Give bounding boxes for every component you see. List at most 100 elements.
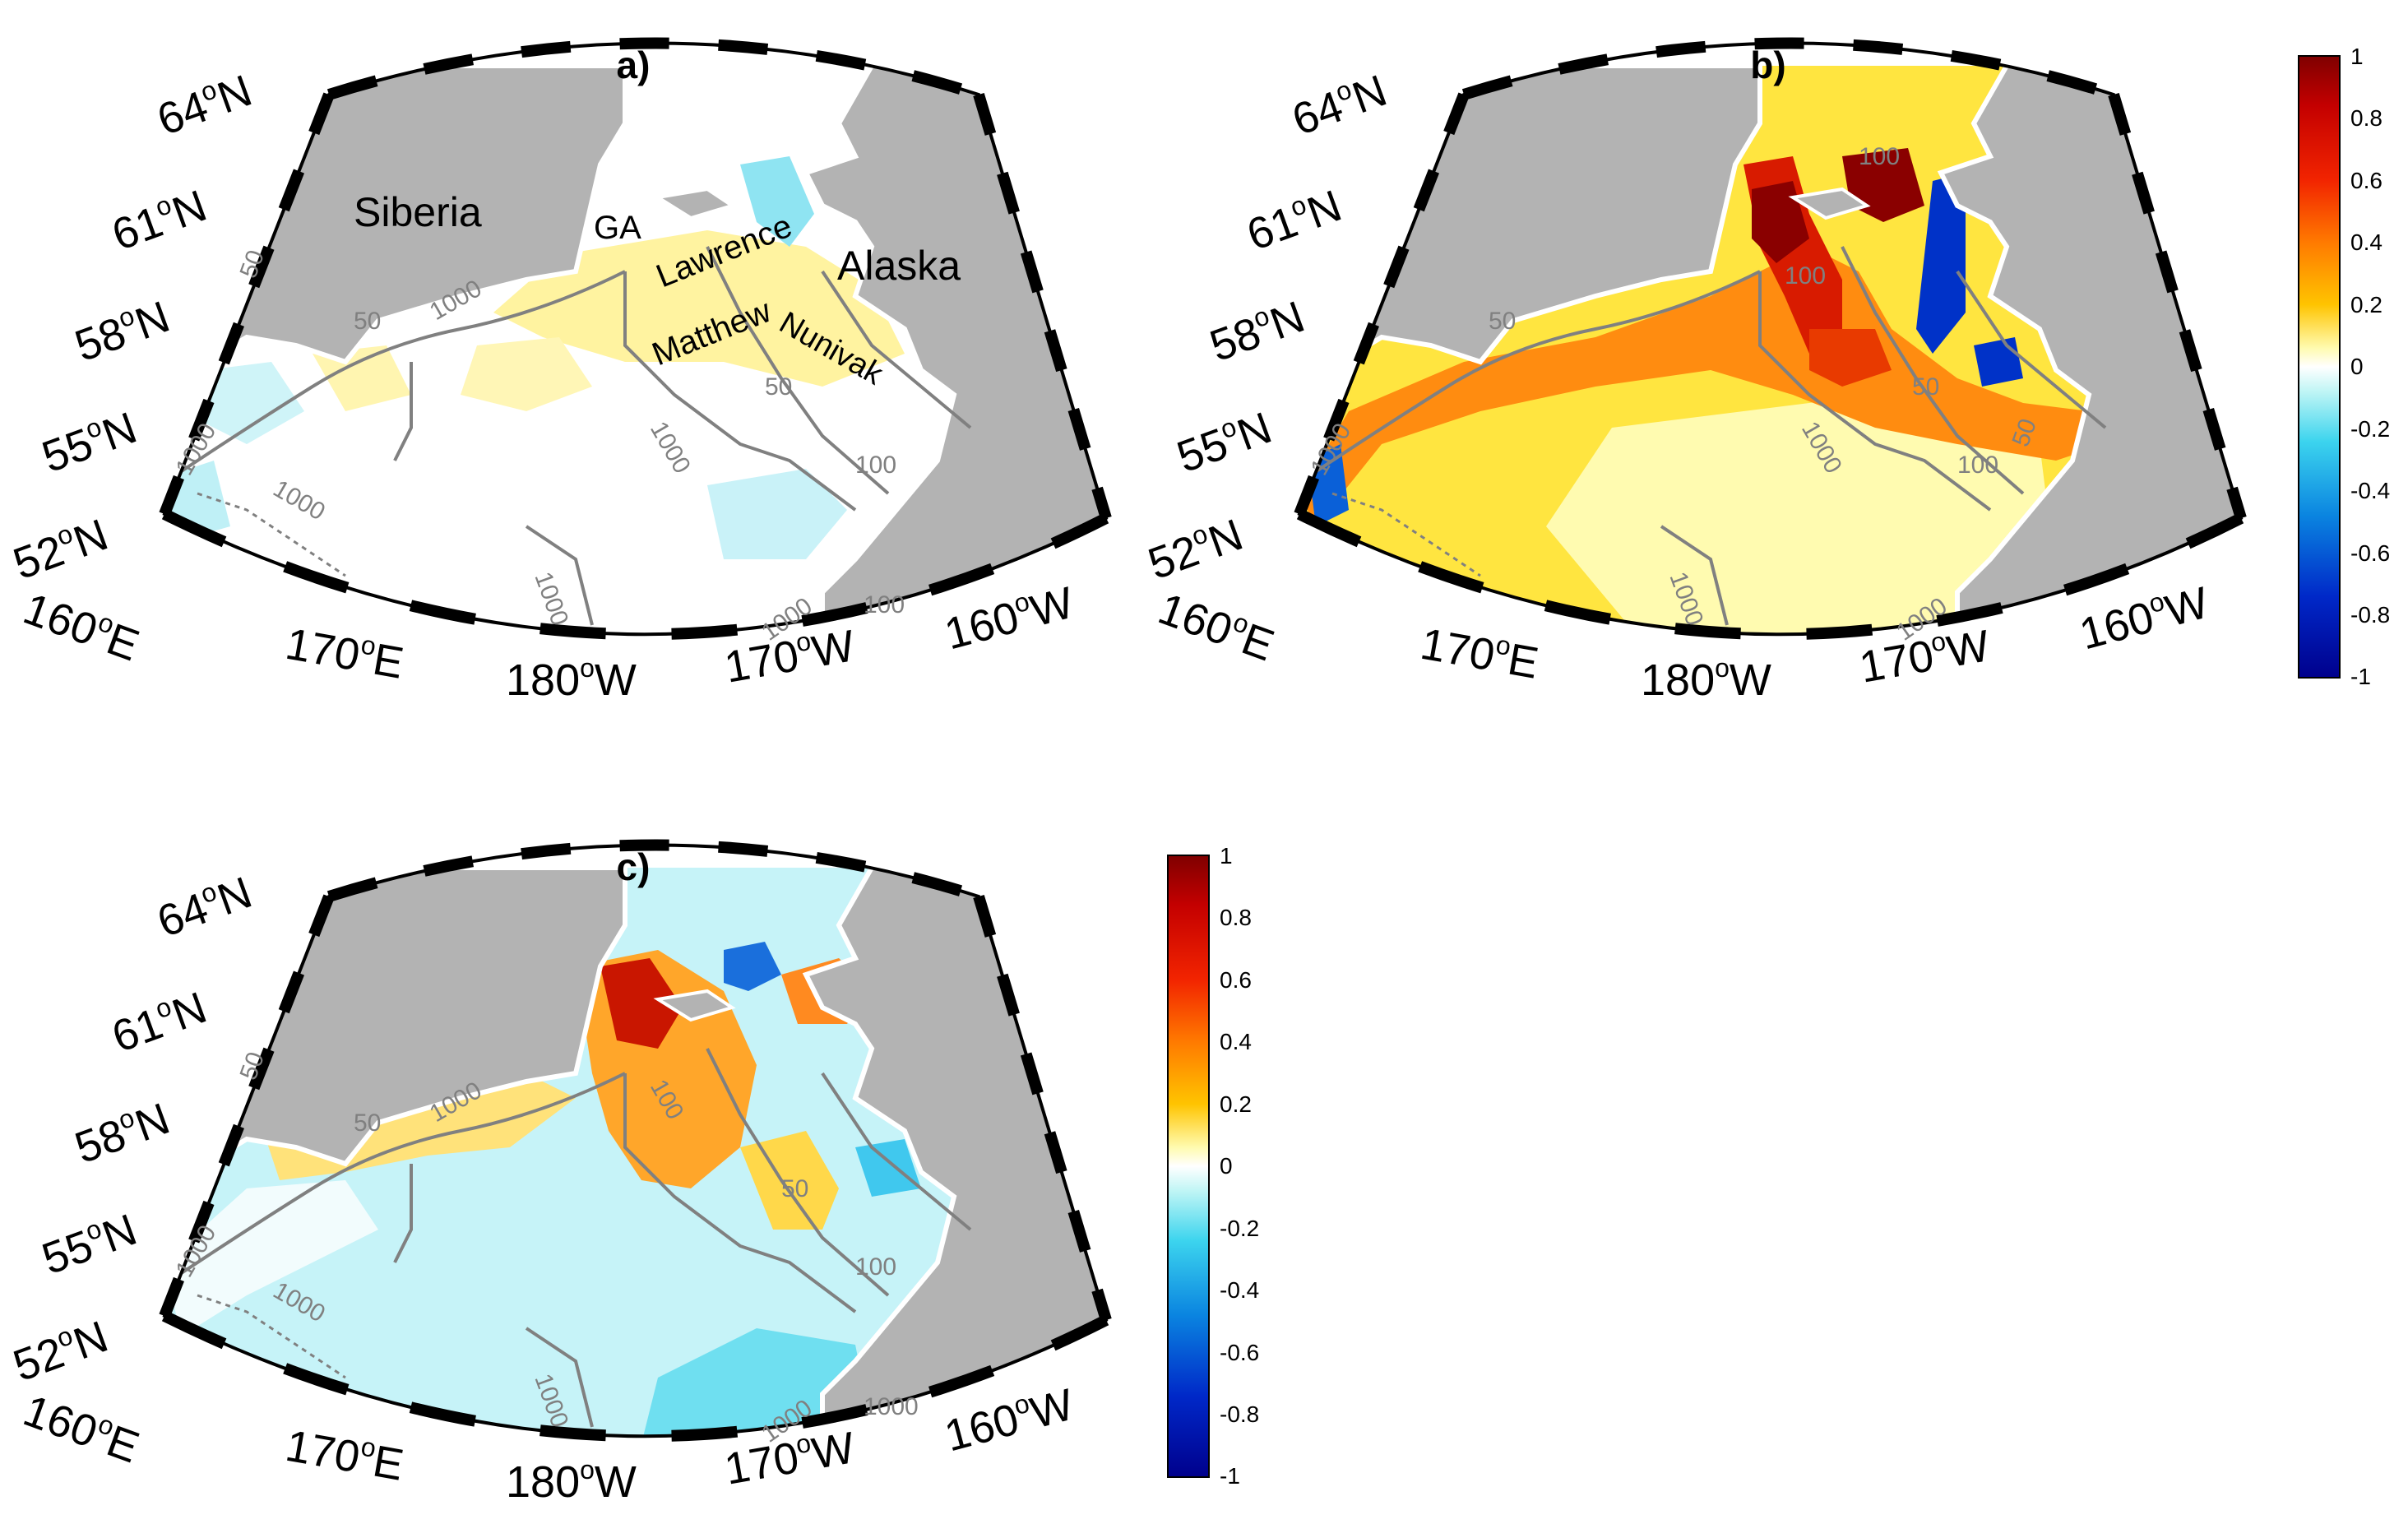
panel-title: a) bbox=[617, 44, 651, 86]
island-lawrence bbox=[653, 187, 736, 220]
map-frame-tick-band bbox=[326, 839, 981, 902]
lat-label-64: 64oN bbox=[151, 868, 258, 947]
colorbar-tick-label: -0.2 bbox=[1220, 1216, 1259, 1241]
lon-label-170w: 170oW bbox=[720, 618, 859, 693]
anomaly-yellow-region bbox=[313, 345, 411, 411]
svg-text:180oW: 180oW bbox=[506, 1455, 637, 1507]
contour-label: 50 bbox=[354, 308, 381, 335]
isobath-contour bbox=[393, 1164, 413, 1263]
place-label-alaska: Alaska bbox=[837, 243, 961, 289]
svg-text:61oN: 61oN bbox=[1240, 178, 1348, 260]
isobath-contour bbox=[525, 525, 594, 626]
colorbar-tick-label: 0.8 bbox=[1220, 905, 1252, 930]
lat-label-58: 58oN bbox=[1203, 290, 1311, 371]
svg-text:170oW: 170oW bbox=[720, 618, 858, 693]
colorbar-tick-label: -1 bbox=[1220, 1463, 1240, 1489]
colorbar-ticks: 1 0.8 0.6 0.4 0.2 0 -0.2 -0.4 -0.6 -0.8 … bbox=[1220, 843, 1259, 1489]
colorbar-tick-label: -0.4 bbox=[2350, 478, 2390, 503]
svg-text:61oN: 61oN bbox=[105, 980, 213, 1062]
svg-text:160oE: 160oE bbox=[17, 1383, 146, 1472]
colorbar-tick-label: -0.8 bbox=[1220, 1401, 1259, 1427]
anomaly-yellow-region bbox=[493, 230, 905, 387]
isobath-contour bbox=[706, 246, 890, 495]
svg-text:170oE: 170oE bbox=[1417, 617, 1543, 688]
colorbar-bottom: 1 0.8 0.6 0.4 0.2 0 -0.2 -0.4 -0.6 -0.8 … bbox=[1167, 843, 1259, 1489]
isobath-contour bbox=[197, 1294, 346, 1379]
lon-label-180w: 180oW bbox=[1641, 653, 1771, 705]
lon-label-160e: 160oE bbox=[17, 1383, 146, 1473]
map-frame-tick-band bbox=[973, 894, 1112, 1322]
svg-text:58oN: 58oN bbox=[68, 1091, 176, 1173]
anomaly-blue-coast bbox=[1916, 173, 1966, 354]
colorbar-gradient bbox=[1167, 855, 1210, 1478]
anomaly-cyan-region bbox=[855, 1139, 921, 1197]
lat-label-55: 55oN bbox=[36, 1205, 143, 1284]
map-panel-a: a) Siberia GA Lawrence Matthew Nunivak A… bbox=[7, 37, 1112, 705]
svg-text:160oE: 160oE bbox=[1152, 581, 1281, 670]
lat-label-64: 64oN bbox=[150, 63, 258, 145]
svg-text:160oW: 160oW bbox=[2074, 576, 2214, 660]
isobath-contour bbox=[1841, 246, 2025, 495]
isobath-contour bbox=[623, 1073, 857, 1313]
colorbar-tick-label: 0 bbox=[1220, 1153, 1233, 1179]
lat-label-61: 61oN bbox=[105, 980, 213, 1062]
svg-text:160oW: 160oW bbox=[939, 1378, 1079, 1461]
anomaly-red-core bbox=[1809, 329, 1892, 387]
isobath-contour bbox=[623, 271, 857, 512]
lon-label-180w: 180oW bbox=[506, 1455, 637, 1507]
colorbar-tick-label: -0.6 bbox=[2350, 540, 2390, 566]
place-label-ga: GA bbox=[594, 210, 641, 246]
anomaly-yellow-region bbox=[461, 337, 592, 411]
map-panel-c: c) 50 50 1000 1000 100 1000 50 100 1000 … bbox=[7, 839, 1112, 1507]
lat-label-61: 61oN bbox=[1240, 178, 1348, 260]
anomaly-blue-core bbox=[724, 942, 781, 991]
lat-label-64: 64oN bbox=[1285, 63, 1393, 145]
svg-text:170oE: 170oE bbox=[282, 1419, 408, 1490]
contour-label: 50 bbox=[354, 1109, 381, 1137]
colorbar-tick-label: 0.2 bbox=[2350, 292, 2383, 317]
lat-label-52: 52oN bbox=[7, 1309, 114, 1391]
colorbar-tick-label: -1 bbox=[2350, 664, 2371, 689]
svg-text:64oN: 64oN bbox=[150, 63, 258, 145]
map-frame-tick-band bbox=[161, 1310, 1109, 1443]
map-frame-tick-band bbox=[1296, 508, 2244, 641]
map-frame-tick-band bbox=[326, 37, 981, 100]
contour-label: 100 bbox=[1785, 262, 1826, 290]
longitude-labels: 160oE 170oE 180oW 170oW 160oW bbox=[1152, 576, 2214, 705]
colorbar-tick-label: 0.2 bbox=[1220, 1091, 1252, 1117]
lon-label-170e: 170oE bbox=[1417, 617, 1543, 688]
svg-text:58oN: 58oN bbox=[1203, 290, 1311, 371]
colorbar-tick-label: 0 bbox=[2350, 354, 2364, 379]
contour-label: 50 bbox=[1912, 373, 1939, 401]
svg-text:55oN: 55oN bbox=[35, 401, 143, 482]
contour-label: 100 bbox=[1859, 143, 1900, 170]
svg-text:180oW: 180oW bbox=[1641, 653, 1771, 705]
lat-label-58: 58oN bbox=[68, 1091, 176, 1173]
lon-label-170e: 170oE bbox=[282, 1419, 408, 1490]
colorbar-tick-label: 0.8 bbox=[2350, 105, 2383, 131]
svg-text:64oN: 64oN bbox=[1285, 63, 1393, 145]
isobath-contour bbox=[171, 270, 626, 479]
svg-text:61oN: 61oN bbox=[105, 178, 213, 260]
colorbar-top: 1 0.8 0.6 0.4 0.2 0 -0.2 -0.4 -0.6 -0.8 … bbox=[2298, 44, 2390, 689]
lon-label-180w: 180oW bbox=[506, 653, 637, 705]
contour-label: 1000 bbox=[864, 1393, 919, 1420]
svg-text:52oN: 52oN bbox=[1141, 507, 1249, 589]
isobath-contour bbox=[197, 492, 346, 577]
colorbar-tick-label: -0.6 bbox=[1220, 1340, 1259, 1365]
place-label-siberia: Siberia bbox=[354, 189, 482, 235]
svg-text:170oE: 170oE bbox=[282, 617, 408, 688]
svg-text:160oW: 160oW bbox=[939, 576, 1079, 660]
lat-label-58: 58oN bbox=[69, 292, 176, 371]
anomaly-red-core bbox=[600, 958, 683, 1049]
colorbar-gradient bbox=[2298, 55, 2341, 679]
svg-text:52oN: 52oN bbox=[7, 1309, 114, 1391]
map-panel-b: b) 50 100 1000 100 50 1000 1000 50 100 1… bbox=[1141, 37, 2247, 705]
svg-text:160oE: 160oE bbox=[17, 581, 146, 670]
svg-text:180oW: 180oW bbox=[506, 653, 637, 705]
isobath-contour bbox=[1306, 270, 1761, 479]
map-frame-tick-band bbox=[2108, 92, 2247, 521]
lat-label-52: 52oN bbox=[1141, 507, 1249, 589]
lon-label-160e: 160oE bbox=[1152, 581, 1281, 671]
